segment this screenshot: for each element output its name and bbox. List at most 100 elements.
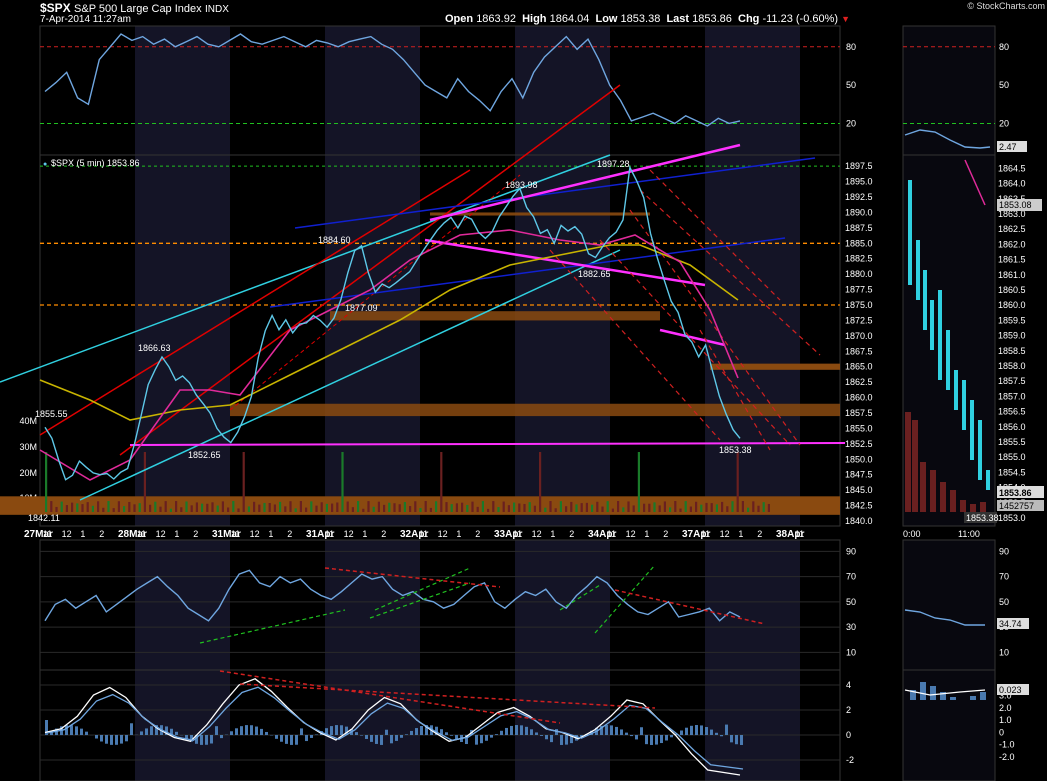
macd-histogram-bar	[45, 720, 48, 735]
macd-histogram-bar	[380, 735, 383, 745]
rsi-mid-right-series-line	[904, 609, 985, 626]
right-price-candle	[908, 180, 912, 285]
volume-bar	[138, 503, 141, 512]
x-axis-label: 11	[231, 529, 240, 539]
macd-tick-label: -2	[846, 755, 854, 765]
volume-bar	[466, 504, 469, 512]
macd-histogram-bar	[420, 726, 423, 735]
open-label: Open	[445, 13, 474, 25]
macd-histogram-bar	[185, 735, 188, 739]
right-price-tick-label: 1864.0	[998, 179, 1026, 189]
price-label-bottom: 1842.11	[28, 513, 60, 523]
volume-bar	[528, 502, 531, 512]
volume-bar	[133, 504, 136, 512]
volume-bar	[409, 506, 412, 512]
volume-bar	[128, 501, 131, 512]
trend-blue-line	[294, 157, 816, 229]
rsi-tick-label: 80	[846, 42, 856, 52]
volume-bar	[76, 503, 79, 512]
price-label-h: 1853.38	[719, 445, 752, 455]
volume-bar	[143, 452, 146, 512]
macd-histogram-bar	[65, 725, 68, 735]
volume-bar	[731, 501, 734, 512]
macd-histogram-bar	[680, 730, 683, 735]
rsi-series-line	[44, 33, 741, 127]
volume-bar	[450, 504, 453, 512]
right-price-tick-label: 1863.0	[998, 209, 1026, 219]
right-x-axis-label: 0:00	[903, 529, 921, 539]
volume-bar	[284, 506, 287, 512]
session-band	[325, 26, 420, 526]
right-price-tick-label: 1856.5	[998, 407, 1026, 417]
macd-histogram-bar	[285, 735, 288, 744]
right-price-tick-label: 1855.0	[998, 452, 1026, 462]
volume-bar	[471, 501, 474, 512]
volume-bar	[622, 507, 625, 512]
last-label: Last	[666, 13, 690, 25]
volume-bar	[757, 505, 760, 512]
chg-value: -11.23 (-0.60%)	[762, 13, 839, 25]
price-label-g: 1897.28	[597, 159, 630, 169]
macd-right-hist-bar	[950, 697, 956, 700]
macd-histogram-bar	[640, 727, 643, 735]
macd-histogram-bar	[390, 735, 393, 744]
rsi-right-tick-label: 50	[999, 80, 1009, 90]
macd-histogram-bar	[485, 735, 488, 741]
volume-bar	[575, 504, 578, 512]
volume-bar	[242, 452, 245, 512]
macd-histogram-bar	[610, 725, 613, 735]
macd-histogram-bar	[130, 723, 133, 735]
volume-bar	[149, 504, 152, 512]
macd-histogram-bar	[465, 735, 468, 745]
macd-histogram-bar	[70, 725, 73, 735]
exchange: INDX	[205, 4, 229, 15]
rsi-mid-right-tick-label: 70	[999, 572, 1009, 582]
volume-bar	[273, 504, 276, 512]
macd-histogram-bar	[600, 725, 603, 735]
session-band	[135, 26, 230, 526]
macd-histogram-bar	[290, 735, 293, 745]
x-axis-label: 11	[701, 529, 710, 539]
right-price-tick-label: 1855.5	[998, 437, 1026, 447]
ma-value-label: 1853.08	[999, 200, 1032, 210]
macd-histogram-bar	[700, 725, 703, 735]
macd-histogram-bar	[400, 735, 403, 738]
macd-histogram-bar	[500, 730, 503, 735]
volume-bar	[50, 501, 53, 512]
rsi-tick-label: 20	[846, 118, 856, 128]
trend-cyan-line	[0, 154, 611, 383]
volume-bar	[185, 501, 188, 512]
price-label-f: 1882.65	[578, 269, 611, 279]
price-tick-label: 1880.0	[845, 269, 873, 279]
macd-histogram-bar	[405, 734, 408, 735]
x-axis-label: 2	[663, 529, 668, 539]
macd-histogram-bar	[440, 729, 443, 735]
volume-bar	[747, 507, 750, 512]
x-axis-label: 1	[456, 529, 461, 539]
volume-bar	[580, 503, 583, 512]
macd-histogram-bar	[685, 727, 688, 735]
macd-histogram-bar	[325, 728, 328, 735]
price-tick-label: 1845.0	[845, 485, 873, 495]
rsi-right-tick-label: 80	[999, 42, 1009, 52]
volume-bar	[658, 505, 661, 512]
macd-histogram-bar	[515, 725, 518, 735]
macd-histogram-bar	[455, 735, 458, 740]
macd-histogram-bar	[395, 735, 398, 741]
session-band	[705, 540, 800, 781]
macd-histogram-bar	[150, 726, 153, 735]
right-price-tick-label: 1857.0	[998, 391, 1026, 401]
volume-bar	[388, 502, 391, 512]
volume-bar	[289, 501, 292, 512]
price-title-icon: ●	[43, 161, 47, 168]
macd-histogram-bar	[190, 735, 193, 742]
x-axis-label: 12	[156, 529, 166, 539]
volume-bar	[752, 501, 755, 512]
right-price-candle	[938, 290, 942, 380]
x-axis-label: 12	[62, 529, 72, 539]
macd-histogram-bar	[375, 735, 378, 744]
right-panel-border-price	[902, 154, 996, 527]
volume-bar	[65, 505, 68, 512]
volume-bar	[606, 501, 609, 512]
volume-bar	[81, 504, 84, 512]
